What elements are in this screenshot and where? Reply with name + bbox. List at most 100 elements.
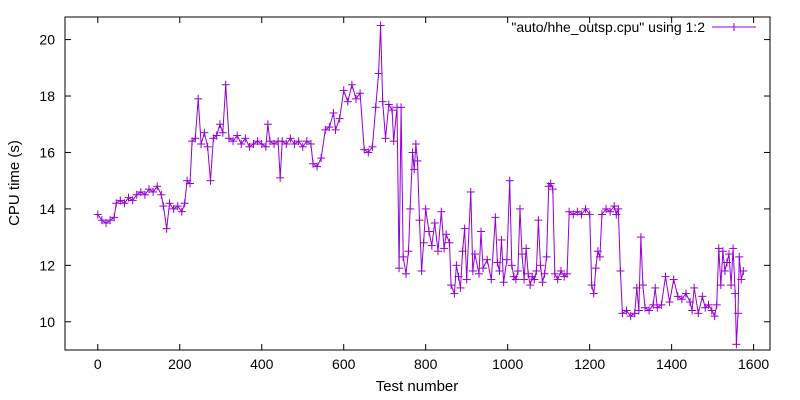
data-point [218,128,227,137]
data-point [731,289,740,298]
data-point [140,190,149,199]
data-point [690,283,699,292]
data-point [257,139,266,148]
legend-marker [730,23,738,31]
data-point [550,269,559,278]
data-point [707,306,716,315]
data-point [618,309,627,318]
data-point [447,281,456,290]
data-point [381,134,390,143]
data-point [638,281,647,290]
x-tick-label: 1400 [656,356,687,372]
data-point [587,281,596,290]
data-point [265,137,274,146]
data-point [712,300,721,309]
data-point [739,266,748,275]
data-point [298,142,307,151]
data-point [97,216,106,225]
data-point [276,173,285,182]
data-point [410,165,419,174]
data-point [526,281,535,290]
y-tick-label: 18 [39,88,55,104]
data-point [180,199,189,208]
data-point [253,137,262,146]
data-point [735,252,744,261]
data-point [360,145,369,154]
data-point [110,213,119,222]
data-point [421,204,430,213]
data-point [169,204,178,213]
data-point [233,131,242,140]
data-point [389,137,398,146]
data-point [153,182,162,191]
plot-frame [64,16,771,351]
data-point [493,258,502,267]
data-point [688,306,697,315]
data-point [450,289,459,298]
data-point [173,202,182,211]
data-point [640,303,649,312]
data-point [186,179,195,188]
data-point [694,309,703,318]
data-point [468,266,477,275]
data-point [124,193,133,202]
data-point [673,292,682,301]
data-point [546,179,555,188]
data-point [221,80,230,89]
data-point [657,300,666,309]
data-point [563,269,572,278]
data-point [237,139,246,148]
data-point [197,139,206,148]
data-point [651,283,660,292]
data-point [522,244,531,253]
data-point [716,281,725,290]
axis-ticks [65,17,770,350]
data-point [157,190,166,199]
data-point [622,306,631,315]
data-point [495,266,504,275]
data-point [120,199,129,208]
data-point [308,159,317,168]
data-point [727,281,736,290]
data-point [704,300,713,309]
x-tick-label: 1600 [738,356,769,372]
data-point [112,199,121,208]
data-point [589,289,598,298]
data-point [440,244,449,253]
data-point [249,139,258,148]
data-point [116,196,125,205]
data-point [460,224,469,233]
data-point [339,86,348,95]
data-point [395,264,404,273]
data-point [278,137,287,146]
legend-marker-plus [730,23,738,31]
y-tick-label: 16 [39,144,55,160]
data-point [649,300,658,309]
data-point [513,266,522,275]
data-point [626,312,635,321]
data-point [597,210,606,219]
data-point [215,120,224,129]
data-point [737,275,746,284]
data-point [302,137,311,146]
data-point [530,275,539,284]
data-point [714,244,723,253]
data-point [397,103,406,112]
data-point [581,204,590,213]
data-point [677,295,686,304]
data-point [325,123,334,132]
data-point [200,128,209,137]
data-point [556,266,565,275]
data-point [286,134,295,143]
data-point [569,210,578,219]
data-point [368,142,377,151]
data-point [263,120,272,129]
data-point [474,269,483,278]
legend-label: "auto/hhe_outsp.cpu" using 1:2 [511,19,705,35]
data-point [722,258,731,267]
axis-tick-labels: 0 200 400 600 800 1000 1200 1400 1600 10 12 14 16 18 2… [39,32,769,372]
x-tick-label: 200 [168,356,192,372]
data-point [376,21,385,30]
data-point [165,199,174,208]
data-point [261,142,270,151]
